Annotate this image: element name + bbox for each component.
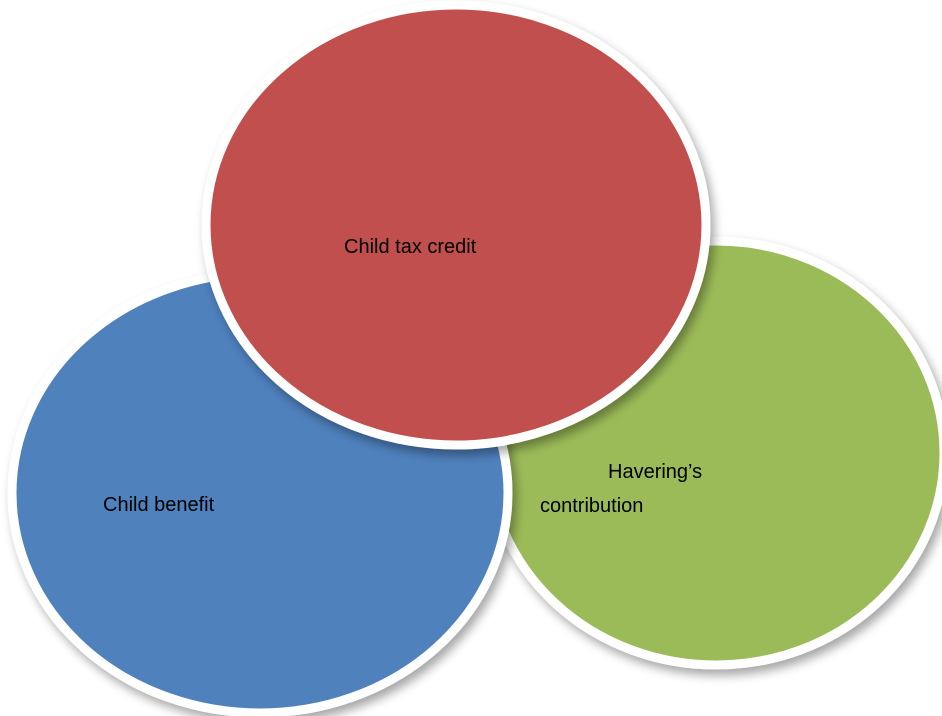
havering-contribution-label: Havering’s contribution <box>540 455 702 523</box>
child-tax-credit-circle <box>201 0 711 450</box>
child-tax-credit-label: Child tax credit <box>344 236 477 258</box>
havering-contribution-label-line-2: contribution <box>540 495 644 517</box>
child-benefit-label: Child benefit <box>103 494 215 516</box>
havering-contribution-label-line-1: Havering’s <box>608 461 703 483</box>
